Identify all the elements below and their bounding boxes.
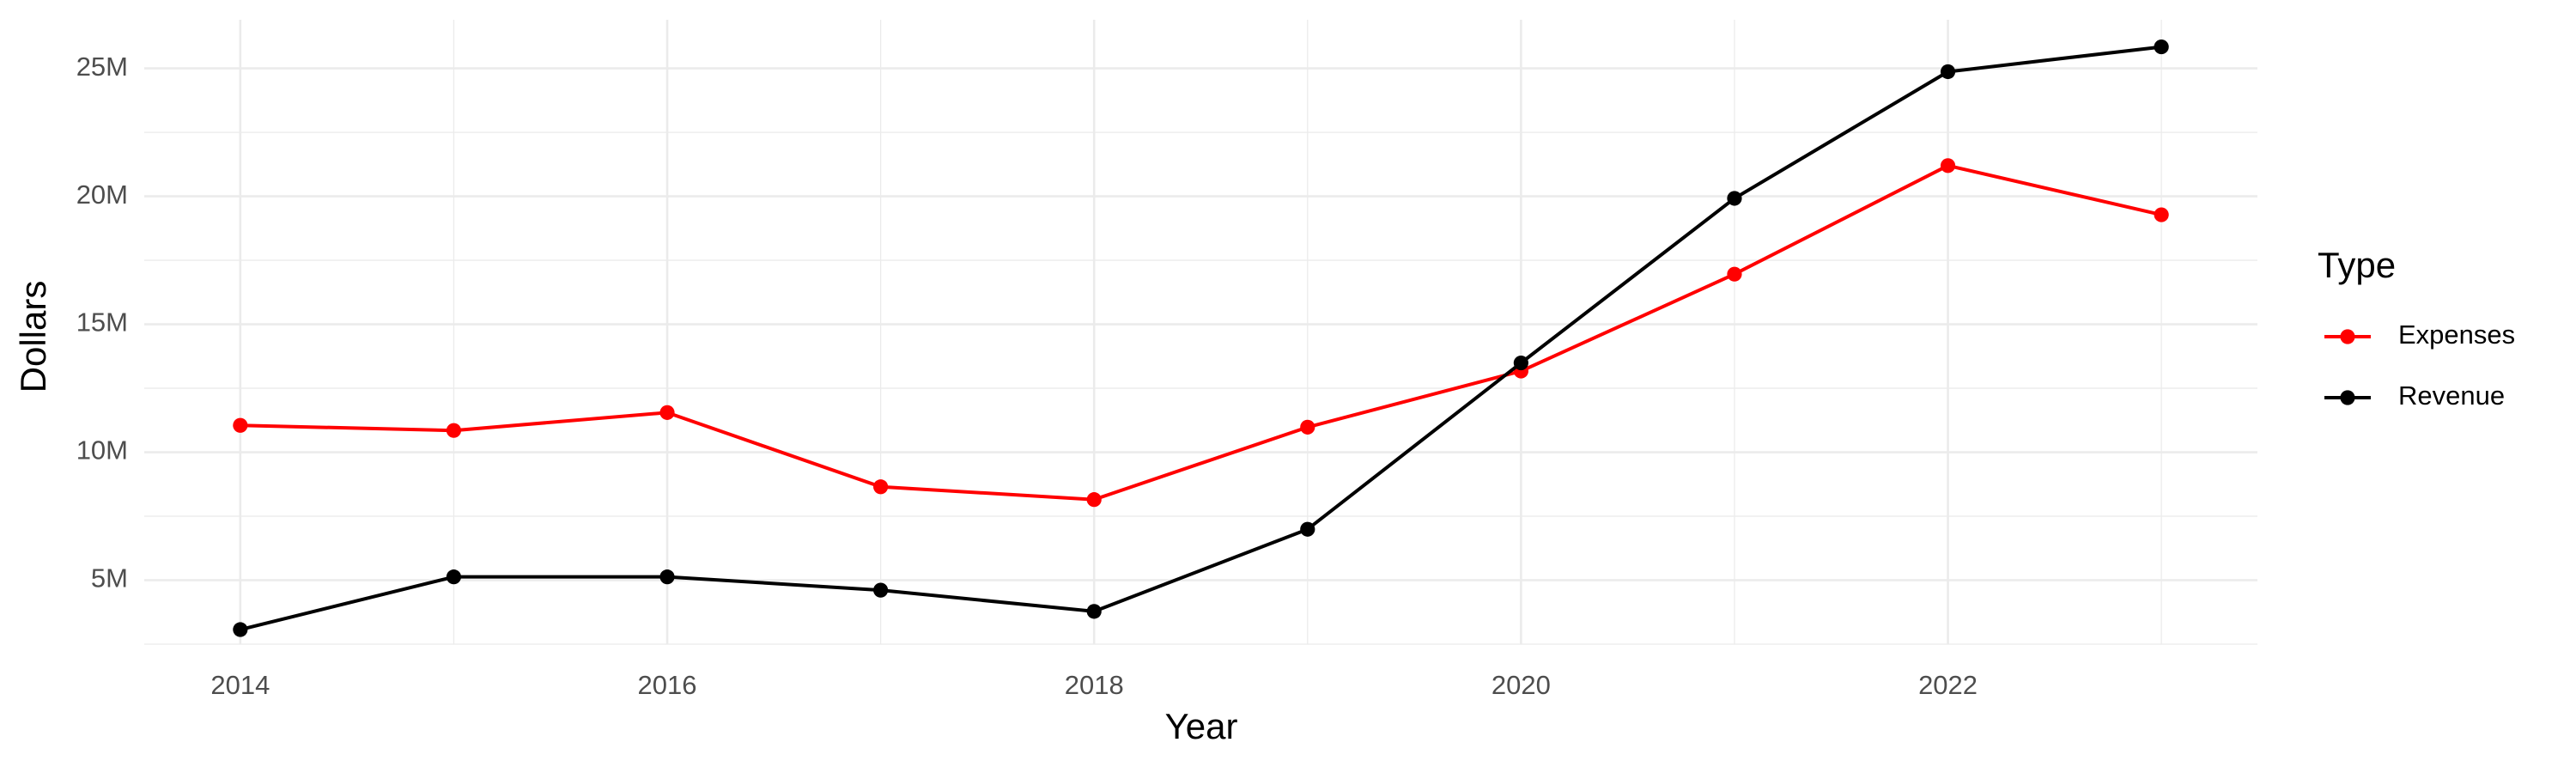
data-point (659, 405, 675, 420)
series-line (240, 163, 2162, 502)
data-point (1727, 191, 1742, 206)
data-point (446, 569, 462, 585)
x-tick-label: 2014 (210, 670, 270, 700)
x-axis-title: Year (1165, 706, 1238, 746)
data-point (233, 622, 248, 637)
legend-key-point (2340, 390, 2355, 405)
data-point (873, 582, 889, 598)
data-point (1086, 492, 1102, 508)
data-point (1727, 266, 1742, 282)
data-point (659, 569, 675, 585)
y-tick-label: 15M (76, 307, 128, 338)
y-tick-label: 5M (91, 563, 128, 593)
x-tick-label: 2016 (638, 670, 697, 700)
legend-key-point (2340, 329, 2355, 344)
y-axis-title: Dollars (13, 281, 53, 393)
data-point (1300, 521, 1315, 537)
data-point (1513, 355, 1528, 371)
legend-title: Type (2318, 245, 2396, 285)
legend-label: Expenses (2398, 320, 2515, 350)
y-tick-label: 20M (76, 180, 128, 210)
y-tick-label: 25M (76, 52, 128, 82)
data-point (2154, 39, 2169, 55)
legend-label: Revenue (2398, 380, 2505, 411)
y-tick-label: 10M (76, 435, 128, 466)
data-point (1086, 604, 1102, 619)
data-point (1940, 64, 1956, 80)
grid (144, 20, 2257, 645)
x-tick-label: 2020 (1492, 670, 1551, 700)
data-point (233, 417, 248, 433)
data-point (873, 479, 889, 495)
data-point (1300, 419, 1315, 435)
x-tick-label: 2018 (1065, 670, 1124, 700)
x-tick-label: 2022 (1918, 670, 1978, 700)
series-line (240, 45, 2162, 631)
data-point (1940, 158, 1956, 173)
data-point (446, 423, 462, 438)
data-point (2154, 207, 2169, 222)
